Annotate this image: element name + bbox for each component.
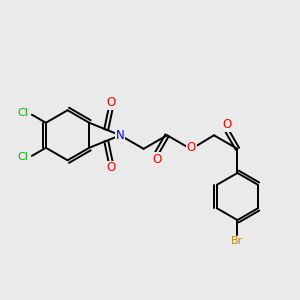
Text: Cl: Cl	[17, 108, 28, 118]
Text: O: O	[106, 96, 115, 110]
Text: Br: Br	[231, 236, 244, 246]
Text: O: O	[106, 161, 115, 174]
Text: O: O	[222, 118, 231, 131]
Text: Cl: Cl	[17, 152, 28, 162]
Text: O: O	[152, 153, 161, 166]
Text: N: N	[116, 129, 124, 142]
Text: O: O	[187, 141, 196, 154]
